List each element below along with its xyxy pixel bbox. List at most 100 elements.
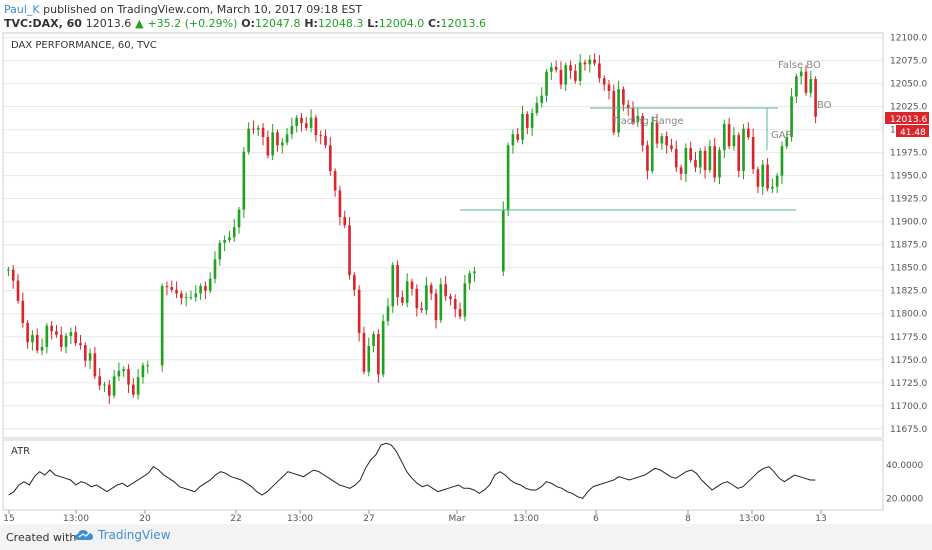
y-tick-label: 11925.0 — [890, 195, 927, 205]
candle-body — [31, 334, 34, 343]
time-axis: 15 13:00 20 22 13:00 27 Mar 13:00 6 8 13:00 13 — [3, 510, 827, 524]
author-link[interactable]: Paul_K — [4, 3, 40, 16]
candle — [50, 321, 53, 340]
candle-body — [55, 331, 58, 335]
candle — [622, 86, 625, 112]
candle — [559, 61, 563, 90]
candle-body — [804, 71, 808, 93]
candle-body — [516, 134, 520, 140]
candle — [353, 272, 356, 297]
candle — [83, 342, 87, 368]
candle-body — [761, 164, 765, 187]
symbol-label: TVC:DAX, 60 — [4, 17, 82, 30]
candle-body — [670, 145, 673, 149]
candle — [814, 76, 817, 124]
candle — [780, 141, 784, 184]
candle — [98, 368, 102, 391]
countdown-tag-text: 41.48 — [900, 128, 926, 138]
candle — [21, 292, 25, 328]
candle — [79, 334, 82, 350]
candle — [127, 364, 130, 393]
candle-body — [689, 148, 692, 161]
candle-body — [208, 278, 212, 291]
up-arrow-icon: ▲ — [135, 17, 144, 30]
candle — [189, 290, 193, 300]
candle — [252, 120, 255, 135]
candle-body — [425, 285, 428, 311]
x-tick-label: 6 — [593, 514, 599, 524]
candle — [213, 251, 217, 284]
candle-body — [362, 333, 366, 372]
candle-body — [617, 89, 620, 133]
candle — [141, 362, 145, 384]
candle — [122, 366, 126, 378]
y-tick-label: 11775.0 — [890, 333, 927, 343]
candle-body — [386, 306, 390, 322]
candle — [583, 59, 587, 71]
candle — [607, 79, 611, 100]
candle — [55, 324, 58, 338]
candle-body — [636, 115, 640, 123]
candle — [578, 54, 582, 86]
footer: Created with TradingView — [0, 524, 932, 550]
candle-body — [420, 308, 423, 311]
candle — [525, 111, 529, 135]
candle — [766, 158, 769, 192]
candle — [698, 148, 702, 174]
x-tick-label: 13 — [815, 514, 826, 524]
candle-body — [641, 115, 644, 146]
candle-body — [814, 79, 817, 117]
candle — [425, 276, 428, 315]
candle — [271, 124, 274, 161]
candle-body — [276, 132, 279, 146]
candle-body — [338, 190, 342, 218]
candle-body — [170, 287, 174, 290]
chart-canvas[interactable]: DAX PERFORMANCE, 60, TVC ATR 11675.0 1170… — [0, 0, 932, 524]
candle — [93, 346, 97, 380]
y-tick-label: 11950.0 — [890, 172, 927, 182]
candle — [300, 113, 303, 132]
candle-body — [348, 225, 351, 276]
candle — [11, 264, 15, 289]
candle — [751, 128, 755, 174]
candle-body — [545, 71, 548, 96]
candle-body — [232, 227, 236, 238]
candle — [132, 378, 135, 398]
last-price: 12013.6 — [85, 17, 132, 30]
x-tick-label: 20 — [139, 514, 151, 524]
tradingview-link[interactable]: TradingView — [74, 528, 171, 542]
candle-body — [237, 209, 241, 228]
y-tick-label: 12050.0 — [890, 80, 927, 90]
candle — [367, 337, 371, 377]
candle-body — [602, 78, 606, 85]
candle — [727, 117, 731, 149]
candle-body — [328, 145, 332, 172]
candle — [35, 328, 39, 354]
last-price-tag-text: 12013.6 — [890, 115, 927, 125]
candle-body — [117, 370, 121, 377]
candle-body — [357, 289, 361, 334]
candle — [444, 276, 447, 301]
publish-line: Paul_K published on TradingView.com, Mar… — [4, 3, 362, 16]
candle — [232, 218, 236, 242]
candle-body — [554, 67, 558, 70]
candle-body — [223, 240, 226, 243]
candle-body — [11, 269, 15, 281]
candle — [324, 129, 327, 149]
candle — [722, 119, 726, 159]
candle — [314, 114, 318, 142]
candle — [237, 206, 241, 234]
candle — [184, 292, 188, 307]
candle — [107, 380, 111, 404]
candle-body — [377, 333, 380, 375]
candle — [434, 288, 438, 329]
candle — [540, 87, 544, 108]
candle — [40, 338, 44, 356]
close-label: C: — [428, 17, 441, 30]
candle — [175, 281, 178, 299]
candle — [674, 140, 678, 172]
candle-body — [799, 71, 803, 77]
x-tick-label: 22 — [230, 514, 241, 524]
high-value: 12048.3 — [317, 17, 364, 30]
candle — [26, 320, 29, 349]
